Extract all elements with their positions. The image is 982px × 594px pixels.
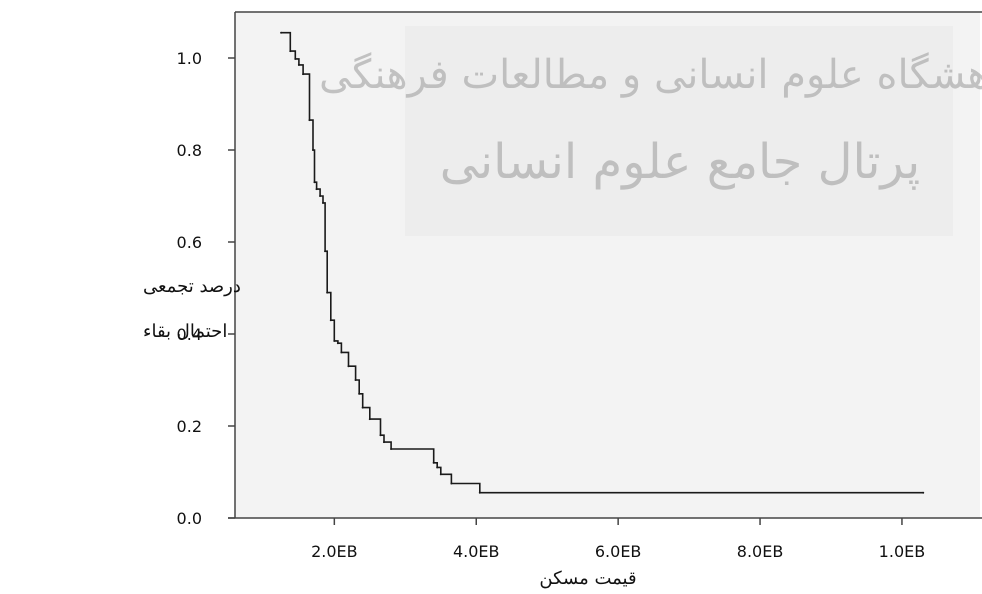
survival-step-point bbox=[319, 195, 322, 197]
survival-step-point bbox=[450, 482, 453, 485]
survival-step-point bbox=[333, 339, 336, 342]
survival-step-point bbox=[347, 365, 350, 368]
x-tick-label: 2.0EB bbox=[311, 542, 358, 561]
survival-step-point bbox=[368, 418, 371, 421]
survival-step-point bbox=[294, 57, 297, 60]
y-tick-label: 0.4 bbox=[177, 325, 202, 344]
survival-step-point bbox=[326, 291, 329, 294]
survival-step-point bbox=[922, 491, 925, 494]
survival-step-point bbox=[289, 50, 292, 53]
survival-step-point bbox=[313, 181, 316, 184]
survival-step-point bbox=[312, 149, 314, 151]
y-tick-label: 0.2 bbox=[177, 417, 202, 436]
survival-step-point bbox=[354, 379, 357, 381]
survival-step-point bbox=[297, 63, 300, 66]
survival-step-point bbox=[383, 441, 385, 444]
survival-step-point bbox=[336, 342, 339, 345]
x-tick-label: 8.0EB bbox=[737, 542, 784, 561]
watermark-line-1: پژوهشگاه علوم انسانی و مطالعات فرهنگی bbox=[319, 52, 982, 98]
survival-step-point bbox=[379, 434, 382, 437]
watermark-line-2: پرتال جامع علوم انسانی bbox=[440, 134, 921, 190]
y-tick-label: 0.8 bbox=[177, 141, 202, 160]
x-axis-title: قیمت مسکن bbox=[539, 568, 636, 589]
x-axis-ticks: 2.0EB 4.0EB 6.0EB 8.0EB 1.0EB bbox=[311, 518, 925, 561]
y-axis-title-line-1: درصد تجمعی bbox=[143, 276, 241, 297]
survival-step-point bbox=[340, 351, 343, 354]
y-tick-label: 0.0 bbox=[177, 509, 202, 528]
y-axis-ticks: 0.0 0.2 0.4 0.6 0.8 1.0 bbox=[177, 49, 235, 528]
survival-step-line bbox=[281, 31, 924, 494]
survival-step-point bbox=[280, 31, 283, 34]
y-axis-title-line-2: احتمال بقاء bbox=[143, 321, 227, 342]
survival-step-point bbox=[358, 392, 361, 395]
survival-step-point bbox=[302, 73, 305, 76]
survival-step-point bbox=[315, 188, 318, 191]
watermark-panel bbox=[405, 26, 953, 236]
survival-step-point bbox=[361, 406, 364, 409]
survival-step-point bbox=[329, 319, 332, 322]
survival-step-point bbox=[478, 491, 481, 494]
y-tick-label: 0.6 bbox=[177, 233, 202, 252]
survival-step-point bbox=[324, 250, 327, 253]
survival-step-point bbox=[436, 466, 439, 469]
series-layer bbox=[280, 31, 925, 494]
survival-step-point bbox=[439, 473, 442, 476]
survival-step-point bbox=[432, 461, 435, 464]
survival-step-point bbox=[322, 201, 324, 204]
survival-step-point bbox=[308, 119, 311, 122]
survival-step-point bbox=[390, 448, 393, 450]
x-tick-label: 1.0EB bbox=[879, 542, 926, 561]
x-tick-label: 6.0EB bbox=[595, 542, 642, 561]
y-tick-label: 1.0 bbox=[177, 49, 202, 68]
x-tick-label: 4.0EB bbox=[453, 542, 500, 561]
